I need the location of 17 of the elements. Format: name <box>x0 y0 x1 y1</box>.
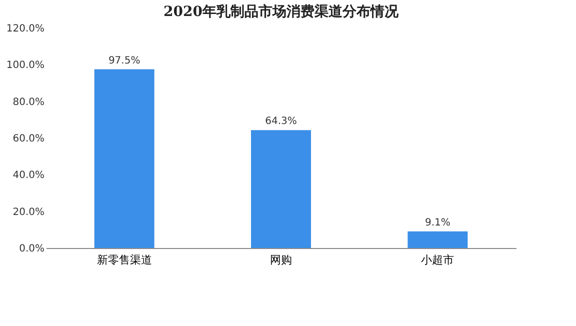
y-tick-label: 40.0% <box>12 170 44 182</box>
y-tick-label: 120.0% <box>6 24 44 34</box>
data-label: 97.5% <box>108 55 140 66</box>
y-tick-label: 20.0% <box>12 206 44 218</box>
y-tick-label: 100.0% <box>6 60 44 72</box>
x-tick-label: 小超市 <box>421 254 454 266</box>
x-tick-label: 新零售渠道 <box>96 254 152 266</box>
y-tick-label: 80.0% <box>12 96 44 108</box>
x-tick-label: 网购 <box>270 254 292 266</box>
y-tick-label: 0.0% <box>19 244 44 254</box>
data-label: 64.3% <box>265 116 297 128</box>
data-label: 9.1% <box>424 217 450 228</box>
chart-title: 2020年乳制品市场消费渠道分布情况 <box>164 3 400 20</box>
bar <box>408 231 468 248</box>
y-tick-label: 60.0% <box>12 134 44 144</box>
bar <box>94 69 154 248</box>
bar <box>251 130 311 248</box>
